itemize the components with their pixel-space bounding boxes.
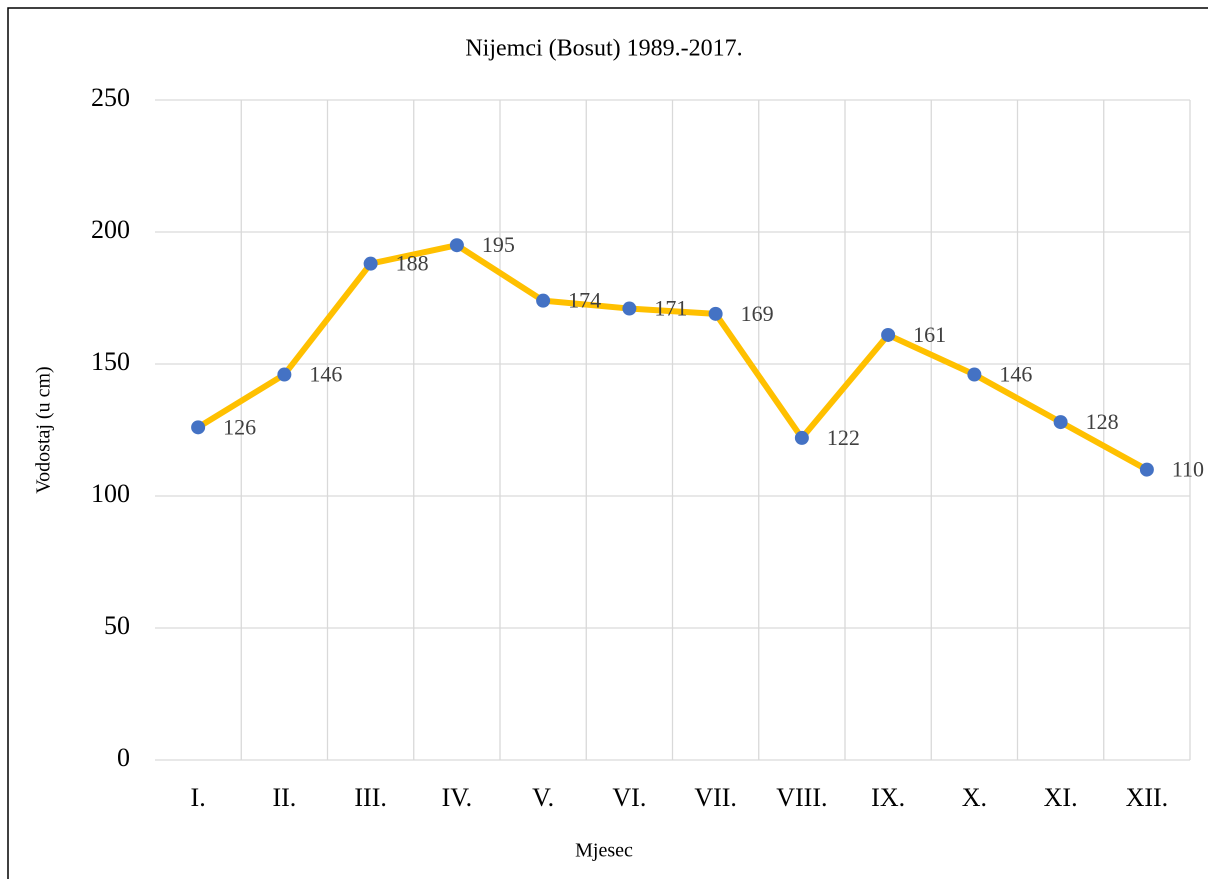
data-label: 146: [309, 362, 342, 387]
marker: [1139, 462, 1154, 477]
chart-border: [7, 7, 1208, 879]
line: [196, 242, 1149, 473]
data-label: 195: [482, 232, 515, 257]
y-tick-label: 250: [91, 83, 130, 112]
marker: [708, 306, 723, 321]
marker: [1053, 415, 1068, 430]
x-tick-label: III.: [354, 783, 386, 812]
x-tick-label: X.: [962, 783, 987, 812]
x-tick-label: II.: [272, 783, 296, 812]
data-label: 188: [396, 251, 429, 276]
x-tick-label: IV.: [442, 783, 473, 812]
y-axis-label: Vodostaj (u cm): [33, 366, 55, 493]
data-label: 146: [999, 362, 1032, 387]
data-label: 128: [1086, 409, 1119, 434]
y-tick-label: 100: [91, 479, 130, 508]
x-tick-label: I.: [191, 783, 206, 812]
marker: [536, 293, 551, 308]
data-label: 169: [741, 301, 774, 326]
x-tick-label: XI.: [1044, 783, 1078, 812]
x-axis-label: Mjesec: [575, 840, 633, 862]
x-tick-label: VIII.: [776, 783, 827, 812]
marker: [794, 430, 809, 445]
data-label: 174: [568, 288, 601, 313]
data-label: 122: [827, 425, 860, 450]
marker: [881, 327, 896, 342]
marker: [622, 301, 637, 316]
marker: [449, 238, 464, 253]
y-tick-label: 150: [91, 347, 130, 376]
x-tick-label: XII.: [1126, 783, 1169, 812]
x-tick-label: VI.: [612, 783, 646, 812]
marker: [277, 367, 292, 382]
y-tick-label: 200: [91, 215, 130, 244]
marker: [967, 367, 982, 382]
data-label: 110: [1172, 457, 1204, 482]
data-label: 171: [654, 296, 687, 321]
x-tick-label: IX.: [871, 783, 905, 812]
y-tick-label: 0: [117, 743, 130, 772]
data-label: 126: [223, 414, 256, 439]
y-tick-label: 50: [104, 611, 130, 640]
marker: [363, 256, 378, 271]
x-tick-label: VII.: [694, 783, 737, 812]
marker: [191, 420, 206, 435]
data-label: 161: [913, 322, 946, 347]
x-tick-label: V.: [532, 783, 554, 812]
chart-title: Nijemci (Bosut) 1989.-2017.: [465, 36, 742, 62]
